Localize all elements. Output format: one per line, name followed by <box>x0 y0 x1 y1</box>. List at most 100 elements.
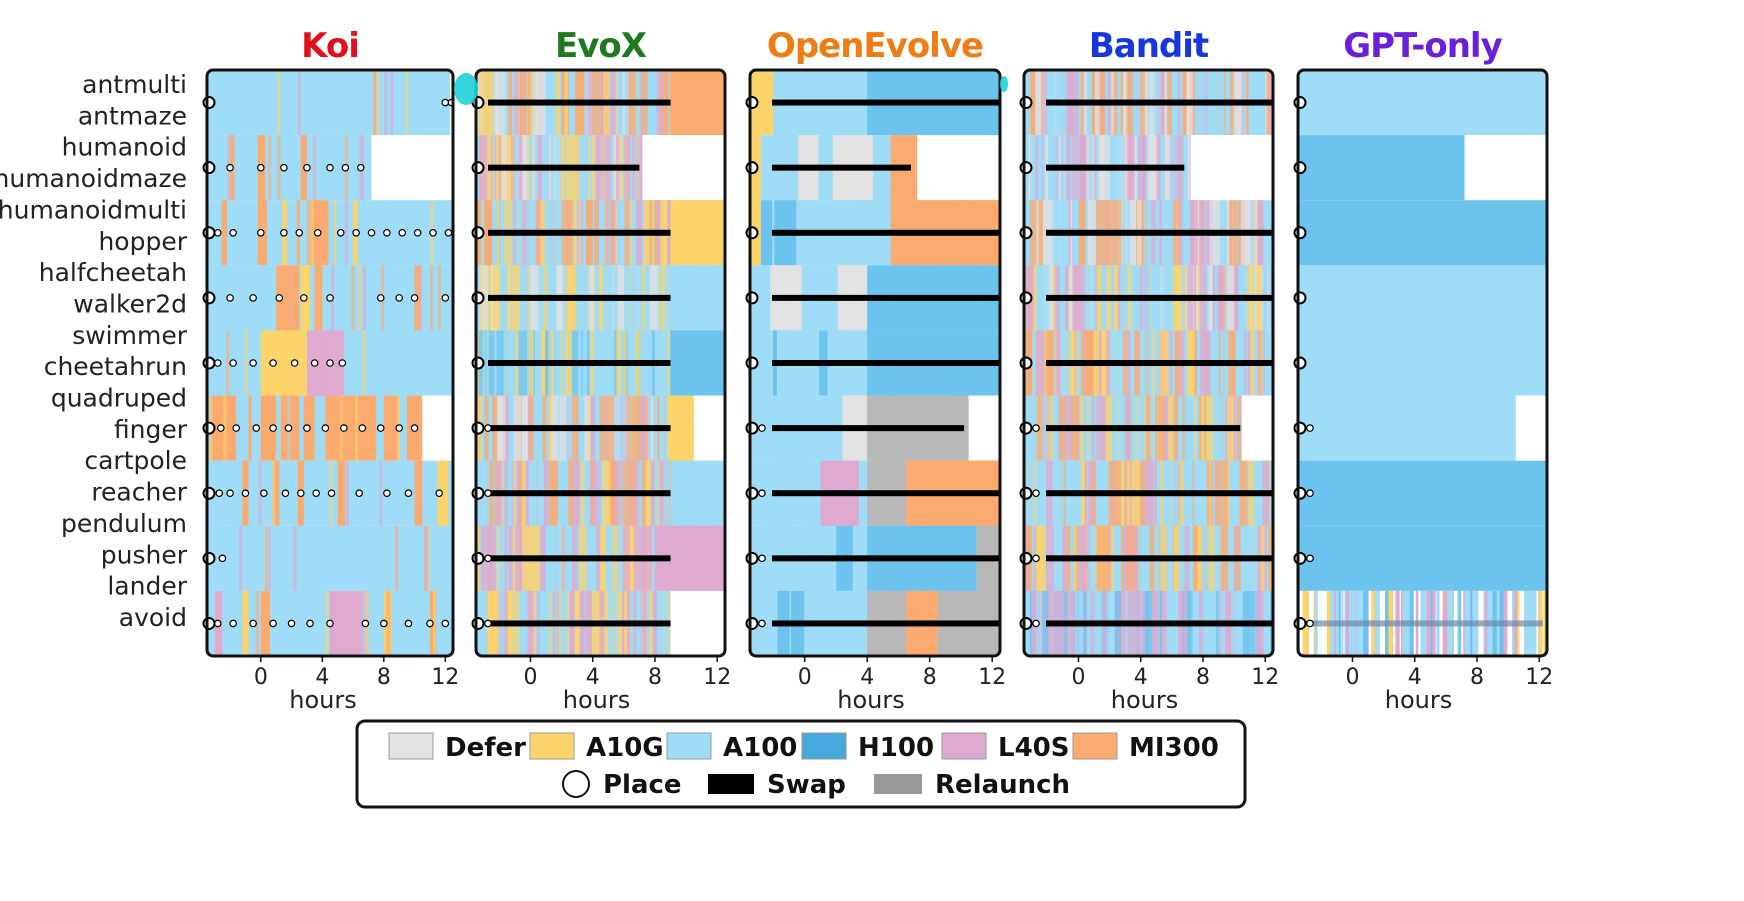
heat-cell <box>1038 200 1043 266</box>
place-marker <box>280 228 288 237</box>
x-tick-label: 8 <box>377 665 391 690</box>
place-marker <box>404 489 413 498</box>
heat-cell <box>314 395 326 461</box>
swap-bar <box>1046 620 1273 627</box>
place-marker <box>1032 424 1040 432</box>
heat-cell <box>670 330 725 396</box>
task-label-lander: lander <box>107 572 187 601</box>
heat-cell <box>222 200 227 266</box>
task-label-antmulti: antmulti <box>82 70 187 99</box>
heat-cell <box>1187 135 1190 201</box>
task-label-cheetahrun: cheetahrun <box>44 352 187 381</box>
task-label-humanoidmulti: humanoidmulti <box>0 195 187 224</box>
x-tick-label: 4 <box>860 665 874 690</box>
heat-cell <box>1031 70 1037 136</box>
swap-bar <box>1046 294 1273 301</box>
heat-cell-empty <box>1515 395 1547 461</box>
heat-cell <box>414 460 423 526</box>
place-marker <box>1306 489 1314 498</box>
place-marker <box>303 424 311 432</box>
heat-cell <box>297 70 301 136</box>
legend-swatch-h100 <box>801 732 847 760</box>
heat-cell <box>1035 70 1041 136</box>
heat-cell <box>438 265 442 331</box>
heat-cell <box>344 200 348 266</box>
place-marker <box>313 228 322 237</box>
heat-cell <box>1042 200 1047 266</box>
place-marker <box>1019 96 1033 110</box>
place-marker <box>471 161 485 175</box>
heat-cell-empty <box>693 395 725 461</box>
heat-cell <box>1298 70 1547 136</box>
swap-bar <box>488 620 671 627</box>
swap-bar <box>1046 360 1273 366</box>
heat-cell <box>337 460 346 526</box>
panel-frame <box>1022 68 1275 658</box>
x-tick-label: 8 <box>1196 665 1210 690</box>
heat-cell <box>363 265 367 331</box>
heat-cell <box>333 200 337 266</box>
heat-cell <box>260 330 307 396</box>
place-marker <box>202 421 216 435</box>
place-marker <box>1306 619 1314 628</box>
heat-cell <box>1298 525 1547 591</box>
heat-cell <box>670 460 725 526</box>
place-marker <box>1306 554 1314 563</box>
heat-cell <box>312 135 316 201</box>
place-marker <box>340 424 348 432</box>
teal-artifact <box>1000 76 1008 92</box>
heat-cell <box>276 395 281 461</box>
heat-cell-empty <box>968 395 1000 461</box>
place-marker <box>376 424 385 432</box>
place-marker <box>226 294 234 302</box>
task-label-walker2d: walker2d <box>73 289 187 318</box>
swap-bar <box>488 425 671 432</box>
legend-swatch-mi300 <box>1072 732 1118 760</box>
place-marker <box>1019 421 1033 435</box>
heat-cell <box>314 265 323 331</box>
heat-cell <box>236 395 249 461</box>
heat-cell <box>405 70 409 136</box>
heat-cell <box>641 135 643 201</box>
task-label-humanoid: humanoid <box>62 133 187 162</box>
place-marker <box>284 424 293 432</box>
place-marker <box>358 424 367 432</box>
x-axis-label: hours <box>563 686 630 714</box>
heat-cell <box>1184 135 1187 201</box>
panel-gpt-only: 0 4 8 12 hours GPT-only <box>1293 26 1553 714</box>
place-marker <box>217 424 225 432</box>
legend-swatch-a10g <box>529 732 575 760</box>
place-marker <box>471 291 485 305</box>
swap-bar <box>772 620 1000 627</box>
swap-bar <box>1046 555 1273 562</box>
heat-cell <box>395 525 399 591</box>
teal-artifact <box>454 73 478 105</box>
legend-label-mi300: MI300 <box>1129 733 1219 763</box>
heat-cell-empty <box>1190 135 1273 201</box>
heat-cell <box>429 265 433 331</box>
place-marker <box>1019 551 1033 565</box>
place-marker <box>1019 616 1033 630</box>
place-marker <box>383 489 391 498</box>
swap-bar <box>1046 425 1241 432</box>
x-tick-label: 12 <box>1251 665 1279 690</box>
legend-swatch-swap <box>708 774 754 794</box>
place-marker <box>484 424 492 432</box>
heat-cell <box>379 460 383 526</box>
heat-cell <box>1298 330 1547 396</box>
legend-label-relaunch: Relaunch <box>935 770 1070 800</box>
panel-bandit: 0 4 8 12 hours Bandit <box>1019 26 1279 714</box>
heat-cell <box>670 265 725 331</box>
place-marker <box>758 619 766 628</box>
place-marker <box>471 551 485 565</box>
heat-cell <box>387 590 391 656</box>
place-marker <box>202 486 216 500</box>
heat-cell <box>268 525 272 591</box>
swap-bar <box>772 99 1000 106</box>
legend-swatch-a100 <box>666 732 712 760</box>
heat-cell <box>1042 265 1049 331</box>
place-marker <box>1019 356 1033 370</box>
panel-frame <box>1296 68 1549 658</box>
heat-cell <box>293 525 297 591</box>
heat-cell <box>449 590 453 656</box>
